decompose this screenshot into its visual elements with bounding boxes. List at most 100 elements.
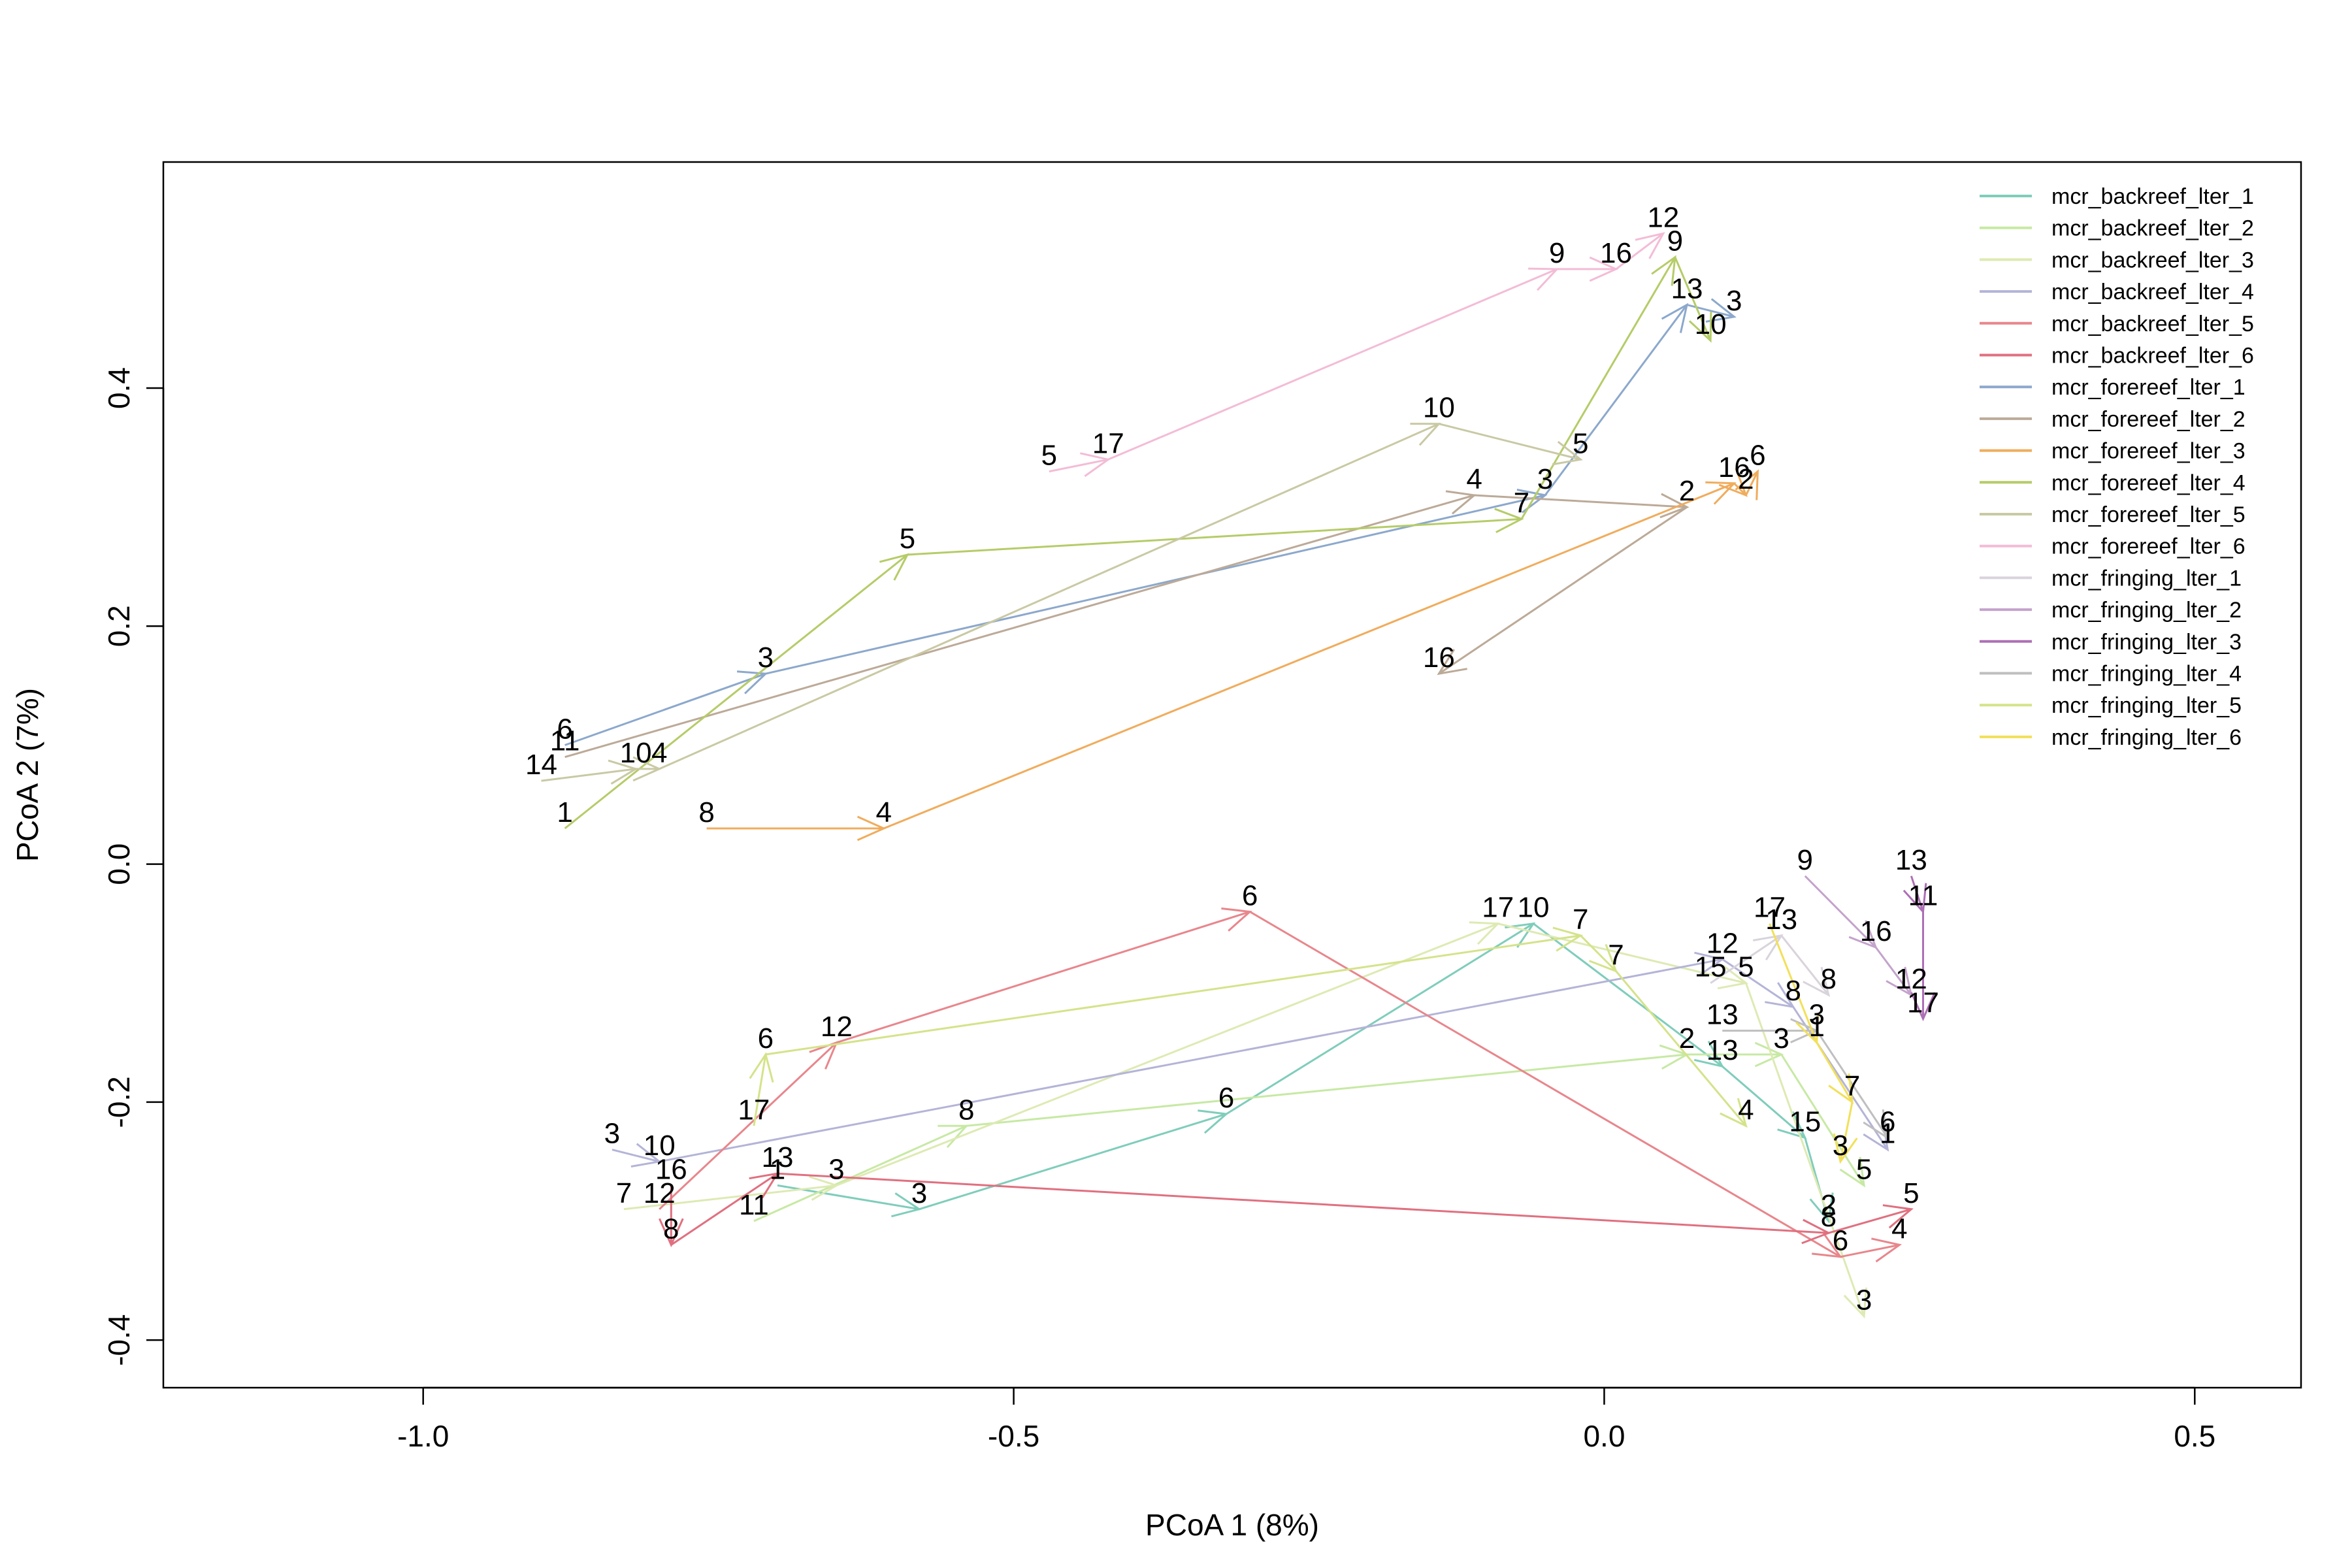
x-tick-label: 0.5: [2174, 1419, 2215, 1453]
point-label: 3: [828, 1153, 844, 1185]
point-label: 17: [1092, 427, 1124, 459]
series-arrowhead: [1777, 1111, 1807, 1139]
series-arrowhead: [1843, 1287, 1868, 1319]
point-label: 6: [1218, 1082, 1234, 1114]
x-axis-title: PCoA 1 (8%): [1145, 1508, 1319, 1542]
series-arrowhead: [1410, 423, 1441, 446]
legend-entry: mcr_fringing_lter_5: [2051, 693, 2242, 718]
point-label: 8: [663, 1213, 679, 1245]
series-arrowhead: [1863, 1121, 1889, 1152]
point-label: 8: [958, 1094, 974, 1126]
series-arrowhead: [879, 553, 909, 581]
point-label: 2: [1679, 1022, 1695, 1054]
point-label: 13: [762, 1141, 794, 1173]
series-arrowhead: [1882, 1204, 1914, 1229]
series-arrowhead: [1659, 493, 1690, 519]
point-label: 10: [1518, 892, 1550, 924]
point-label: 12: [1707, 927, 1739, 959]
point-label: 1: [557, 796, 572, 828]
series-arrowhead: [1812, 1233, 1843, 1258]
point-label: 16: [1423, 642, 1455, 674]
legend-entry: mcr_forereef_lter_4: [2051, 470, 2246, 495]
series-arrowhead: [1863, 1109, 1889, 1140]
point-label: 3: [1726, 285, 1742, 317]
series-arrowhead: [1552, 926, 1583, 952]
point-label: 10: [644, 1130, 676, 1162]
x-tick-label: 0.0: [1583, 1419, 1625, 1453]
point-label: 3: [1809, 999, 1825, 1031]
point-label: 9: [1797, 844, 1813, 876]
point-label: 6: [1880, 1106, 1895, 1138]
legend-entry: mcr_backreef_lter_5: [2051, 312, 2254, 336]
series-arrowhead: [1718, 468, 1748, 497]
series-arrowhead: [1469, 921, 1501, 945]
x-axis: -1.0 -0.5 0.0 0.5: [397, 1386, 2215, 1453]
point-label: 8: [698, 796, 714, 828]
series-arrowhead: [1589, 256, 1619, 282]
series-line: [564, 494, 1688, 759]
legend-entry: mcr_fringing_lter_1: [2051, 566, 2242, 591]
point-label: 3: [1537, 463, 1553, 495]
point-label: 7: [1844, 1070, 1860, 1102]
point-label: 2: [1821, 1189, 1837, 1221]
series-arrowhead: [1910, 992, 1936, 1022]
series-lines: [541, 232, 1936, 1319]
series-arrowhead: [1848, 920, 1878, 949]
point-label: 13: [1671, 273, 1703, 305]
point-label: 9: [1667, 225, 1683, 257]
series-line: [1769, 923, 1854, 1162]
series-arrowhead: [1221, 907, 1252, 932]
series-arrowhead: [630, 1143, 662, 1168]
legend-entry: mcr_fringing_lter_3: [2051, 630, 2242, 655]
point-label: 4: [1738, 1094, 1754, 1126]
point-label: 2: [1738, 463, 1754, 495]
point-label: 9: [1549, 237, 1565, 269]
series-arrowhead: [1688, 312, 1712, 343]
series-arrowhead: [659, 1218, 684, 1248]
series-arrowhead: [1717, 964, 1748, 990]
point-label: 11: [1908, 880, 1938, 912]
series-arrowhead: [1505, 922, 1536, 948]
series-arrowhead: [938, 1124, 969, 1149]
point-label: 17: [1907, 987, 1939, 1019]
point-label: 11: [739, 1189, 769, 1221]
point-label: 4: [1466, 463, 1482, 495]
point-label: 5: [1573, 427, 1588, 459]
y-tick-label: 0.4: [102, 367, 136, 409]
series-arrowhead: [809, 1041, 839, 1070]
point-label: 13: [1707, 1034, 1739, 1066]
point-label: 2: [1679, 475, 1695, 507]
series-arrowhead: [1754, 1041, 1784, 1068]
point-label: 6: [1750, 440, 1765, 472]
point-label: 10: [1423, 392, 1455, 424]
series-arrowhead: [1886, 966, 1913, 997]
y-axis-title: PCoA 2 (7%): [10, 688, 44, 862]
series-arrowhead: [1651, 255, 1676, 286]
legend-entry: mcr_backreef_lter_4: [2051, 280, 2254, 304]
point-label: 11: [550, 725, 580, 757]
point-label: 3: [1856, 1284, 1872, 1316]
point-label: 7: [1573, 904, 1588, 936]
series-arrowhead: [1871, 1237, 1903, 1263]
series-arrowhead: [1079, 452, 1111, 478]
series-arrowhead: [1705, 298, 1737, 323]
point-label: 3: [911, 1177, 927, 1209]
legend-entry: mcr_forereef_lter_3: [2051, 439, 2246, 464]
legend-entry: mcr_backreef_lter_2: [2051, 216, 2254, 241]
point-label: 5: [1903, 1177, 1919, 1209]
point-label: 8: [1821, 1201, 1837, 1233]
x-tick-label: -1.0: [397, 1419, 449, 1453]
point-label: 4: [875, 796, 891, 828]
point-label: 15: [1789, 1106, 1821, 1138]
series-arrowhead: [1693, 1040, 1725, 1068]
y-tick-label: 0.2: [102, 605, 136, 647]
point-label: 6: [758, 1022, 774, 1054]
point-label: 7: [616, 1177, 632, 1209]
point-label: 3: [1773, 1022, 1789, 1054]
series-arrowhead: [1833, 1133, 1858, 1164]
point-label: 17: [1482, 892, 1514, 924]
x-tick-label: -0.5: [988, 1419, 1039, 1453]
series-arrowhead: [1903, 883, 1927, 915]
series-arrowhead: [1635, 232, 1665, 259]
point-label: 12: [1647, 201, 1679, 233]
